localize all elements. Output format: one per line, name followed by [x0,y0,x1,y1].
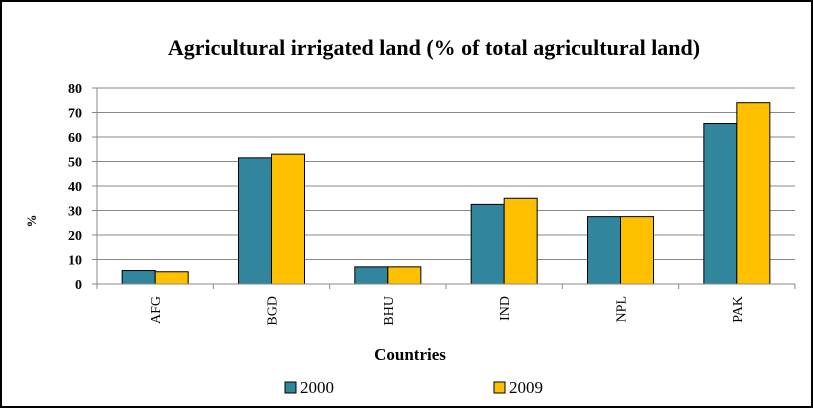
gridlines [97,87,795,260]
bar-ind-2000 [470,203,505,285]
bar-afg-2000 [121,270,156,285]
bar-npl-2000 [587,216,621,285]
axes: 0 10 20 30 40 50 60 70 80 AFG BGD BHU IND NPL PAK [68,82,796,326]
legend-swatch-2009 [493,381,506,394]
x-tick-label: IND [498,296,513,321]
x-tick-label: AFG [149,296,164,324]
chart-title: Agricultural irrigated land (% of total … [168,35,700,60]
y-tick-label: 60 [68,131,82,146]
legend: 2000 2009 [284,378,543,397]
y-axis-label: % [24,215,39,228]
y-tick-label: 20 [68,229,82,244]
y-tick-label: 30 [68,205,82,220]
bar-afg-2009 [154,271,189,285]
legend-label-2009: 2009 [509,378,543,397]
y-tick-label: 0 [75,278,82,293]
x-tick-label: PAK [731,296,746,323]
y-tick-label: 50 [68,156,82,171]
y-tick-label: 10 [68,254,82,269]
x-tick-label: BGD [266,296,281,326]
x-tick-label: BHU [382,296,397,326]
bar-bhu-2009 [387,266,422,285]
bar-pak-2009 [736,102,771,285]
legend-label-2000: 2000 [300,378,334,397]
bar-bgd-2000 [238,157,272,285]
bar-npl-2009 [620,216,654,285]
bar-ind-2009 [503,197,538,285]
x-tick-label: NPL [615,296,630,322]
y-tick-label: 70 [68,107,82,122]
bar-pak-2000 [703,123,738,285]
bars [121,102,771,285]
legend-swatch-2000 [284,381,297,394]
x-axis-label: Countries [374,345,446,364]
bar-bhu-2000 [354,266,389,285]
y-tick-label: 40 [68,180,82,195]
y-tick-label: 80 [68,82,82,97]
bar-bgd-2009 [271,153,305,285]
